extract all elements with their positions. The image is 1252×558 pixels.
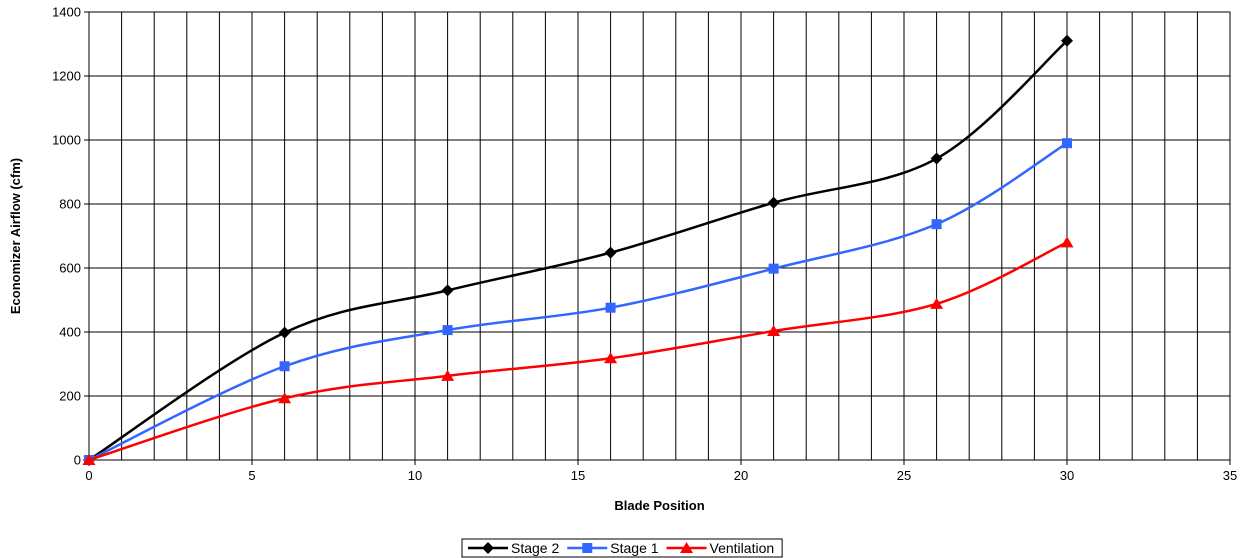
- legend-item-ventilation: Ventilation: [666, 540, 775, 556]
- y-tick-label: 200: [59, 389, 81, 404]
- data-point-ventilation: [930, 297, 944, 309]
- legend-label-stage-2: Stage 2: [511, 540, 559, 556]
- data-point-stage-1: [279, 361, 290, 372]
- data-point-stage-1: [768, 263, 779, 274]
- data-point-ventilation: [441, 369, 455, 381]
- axis-ticks: 0 200 400 600 800 1000 1200 1400 0 5 10 15 20 25 30 35: [52, 5, 1237, 484]
- legend-label-ventilation: Ventilation: [710, 540, 775, 556]
- legend-marker-stage-1: [582, 543, 593, 553]
- y-tick-label: 0: [74, 453, 81, 468]
- legend-item-stage-1: Stage 1: [567, 540, 659, 556]
- x-tick-label: 5: [248, 468, 255, 483]
- y-tick-label: 1200: [52, 69, 81, 84]
- data-point-ventilation: [1060, 236, 1074, 248]
- data-point-stage-2: [441, 284, 454, 297]
- x-tick-label: 30: [1060, 468, 1074, 483]
- data-point-stage-1: [931, 219, 942, 230]
- x-tick-label: 25: [897, 468, 911, 483]
- legend-marker-stage-2: [482, 542, 494, 554]
- y-tick-label: 1000: [52, 133, 81, 148]
- legend-marker-ventilation: [680, 542, 694, 553]
- y-tick-label: 1400: [52, 5, 81, 20]
- data-point-stage-2: [767, 196, 780, 209]
- data-point-stage-2: [1061, 34, 1073, 47]
- legend-label-stage-1: Stage 1: [610, 540, 658, 556]
- y-tick-label: 400: [59, 325, 81, 340]
- data-point-stage-1: [442, 325, 453, 336]
- x-tick-label: 10: [408, 468, 422, 483]
- x-axis-title: Blade Position: [614, 498, 704, 513]
- legend-item-stage-2: Stage 2: [468, 540, 559, 556]
- data-point-stage-1: [1062, 138, 1072, 149]
- data-point-ventilation: [767, 325, 781, 337]
- legend: Stage 2 Stage 1 Ventilation: [461, 538, 783, 558]
- x-tick-label: 0: [85, 468, 92, 483]
- data-point-stage-1: [605, 302, 616, 313]
- x-tick-label: 35: [1223, 468, 1237, 483]
- data-point-stage-2: [930, 152, 943, 165]
- grid: [89, 12, 1230, 460]
- data-point-stage-2: [278, 326, 291, 339]
- data-point-ventilation: [278, 392, 292, 404]
- x-tick-label: 15: [571, 468, 585, 483]
- plot-area: [88, 11, 1231, 461]
- y-axis-title: Economizer Airflow (cfm): [8, 158, 23, 314]
- y-tick-label: 800: [59, 197, 81, 212]
- x-tick-label: 20: [734, 468, 748, 483]
- data-point-ventilation: [604, 352, 618, 364]
- data-point-stage-2: [604, 246, 617, 259]
- legend-box: [461, 538, 783, 558]
- series-stage-2: [83, 34, 1073, 466]
- y-tick-label: 600: [59, 261, 81, 276]
- data-point-ventilation: [82, 454, 96, 465]
- series-ventilation: [82, 236, 1074, 465]
- series-group: [82, 34, 1074, 466]
